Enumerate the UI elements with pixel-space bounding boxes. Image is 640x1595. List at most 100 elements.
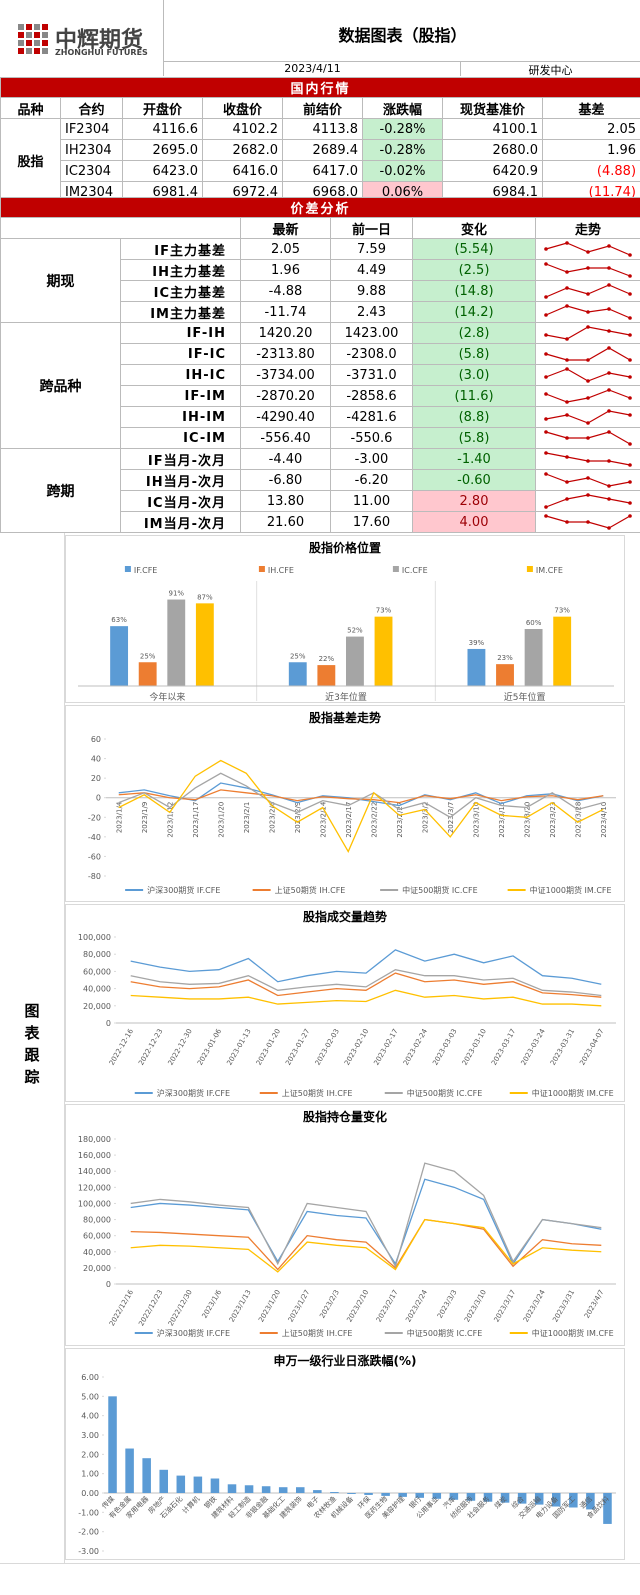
bar (159, 1469, 168, 1493)
series-line (130, 968, 602, 997)
trend-point (586, 266, 590, 270)
cell: 2695.0 (122, 139, 203, 161)
trend-point (628, 442, 632, 446)
trend-point (565, 413, 569, 417)
y-tick-label: 60,000 (83, 1232, 111, 1241)
trend-point (628, 292, 632, 296)
y-tick-label: 3.00 (81, 1431, 99, 1440)
trend-point (607, 388, 611, 392)
legend-swatch (526, 566, 533, 572)
previous: 17.60 (330, 511, 413, 533)
trend-point (628, 358, 632, 362)
trend-point (565, 304, 569, 308)
row-label: IC-IM (120, 427, 241, 449)
trend-point (544, 505, 548, 509)
series-line (118, 759, 604, 853)
change: (5.8) (412, 427, 536, 449)
trend-cell (534, 427, 640, 449)
spread-row: 跨期 IF当月-次月 -4.40 -3.00 -1.40 (0, 448, 640, 533)
x-tick-label: 2023/3/10 (473, 802, 481, 838)
value-label: 63% (111, 616, 127, 624)
bar (449, 1493, 459, 1500)
trend-point (565, 358, 569, 362)
trend-point (544, 417, 548, 421)
legend-label: 中证1000期货 IM.CFE (532, 1088, 614, 1098)
latest: 13.80 (240, 490, 331, 512)
chart-panel: 股指成交量趋势 0 20,000 40,000 60,000 80,000 100,000 2… (65, 904, 625, 1102)
y-tick-label: 6.00 (81, 1373, 99, 1382)
trend-cell (534, 259, 640, 281)
x-tick-label: 2023/3/24 (522, 1288, 547, 1324)
market-row: IH2304 2695.0 2682.0 2689.4 -0.28% 2680.0 1.96 (1, 139, 640, 161)
bar (278, 1487, 288, 1493)
previous: 11.00 (330, 490, 413, 512)
x-tick-label: 2023/3/2 (422, 802, 430, 833)
x-tick-label: 计算机 (180, 1494, 201, 1515)
title-row: 国内行情 (0, 77, 640, 98)
spread-row: 期现 IF主力基差 2.05 7.59 (5.54) (0, 238, 640, 323)
bar (483, 1493, 493, 1502)
legend-swatch (124, 566, 131, 572)
trend-point (544, 295, 548, 299)
legend-swatch (258, 566, 265, 572)
trend-point (628, 413, 632, 417)
bar (553, 616, 572, 686)
latest: -3734.00 (240, 364, 331, 386)
previous: -3731.0 (330, 364, 413, 386)
divider (163, 61, 640, 62)
row-label: IH-IC (120, 364, 241, 386)
y-tick-label: -3.00 (78, 1547, 99, 1556)
sparkline (544, 451, 632, 467)
bar (496, 664, 514, 686)
trend-point (544, 313, 548, 317)
trend-point (628, 274, 632, 278)
value-label: 73% (376, 607, 392, 615)
bar (466, 1493, 476, 1501)
series-line (130, 989, 602, 1007)
y-tick-label: 100,000 (78, 1199, 111, 1208)
bar (125, 1448, 134, 1493)
y-tick-label: 0 (106, 1280, 111, 1289)
cell: (4.88) (541, 160, 640, 182)
trend-cell (534, 511, 640, 533)
bar (317, 665, 336, 686)
x-tick-label: 2023/3/10 (463, 1289, 488, 1324)
legend-label: IF.CFE (134, 566, 157, 575)
x-tick-label: 近3年位置 (325, 691, 367, 702)
bar (110, 626, 129, 686)
column-header: 基差 (541, 97, 640, 119)
y-tick-label: 40,000 (83, 985, 111, 994)
x-tick-label: 2023-01-06 (196, 1027, 224, 1067)
trend-cell (534, 301, 640, 323)
x-tick-label: 2023-01-20 (255, 1028, 282, 1067)
bar (346, 636, 364, 686)
bar (415, 1493, 424, 1498)
change: (14.8) (412, 280, 536, 302)
cell: 6416.0 (202, 160, 283, 182)
x-tick-label: 2023-03-03 (431, 1028, 458, 1067)
column-header: 现货基准价 (442, 97, 543, 119)
x-tick-label: 2023/2/9 (294, 802, 302, 833)
legend-swatch (392, 566, 399, 572)
sparkline (544, 367, 632, 383)
legend-label: 沪深300期货 IF.CFE (157, 1088, 230, 1098)
spread-row: IH-IC -3734.00 -3731.0 (3.0) (1, 364, 640, 386)
previous: -2308.0 (330, 343, 413, 365)
trend-point (544, 451, 548, 455)
latest: -11.74 (240, 301, 331, 323)
spread-row: IC当月-次月 13.80 11.00 2.80 (1, 490, 640, 512)
change: (2.8) (412, 322, 536, 344)
trend-point (565, 337, 569, 341)
date: 2023/4/11 (284, 62, 341, 75)
y-tick-label: -80 (88, 872, 101, 881)
series-line (118, 772, 604, 819)
x-tick-label: 2023-01-13 (225, 1028, 252, 1067)
row-label: IC主力基差 (120, 280, 241, 302)
column-header: 开盘价 (122, 97, 203, 119)
value-label: 22% (319, 655, 335, 663)
trend-point (607, 266, 611, 270)
trend-point (628, 253, 632, 257)
bar (534, 1493, 544, 1505)
cell: 4116.6 (122, 118, 203, 140)
